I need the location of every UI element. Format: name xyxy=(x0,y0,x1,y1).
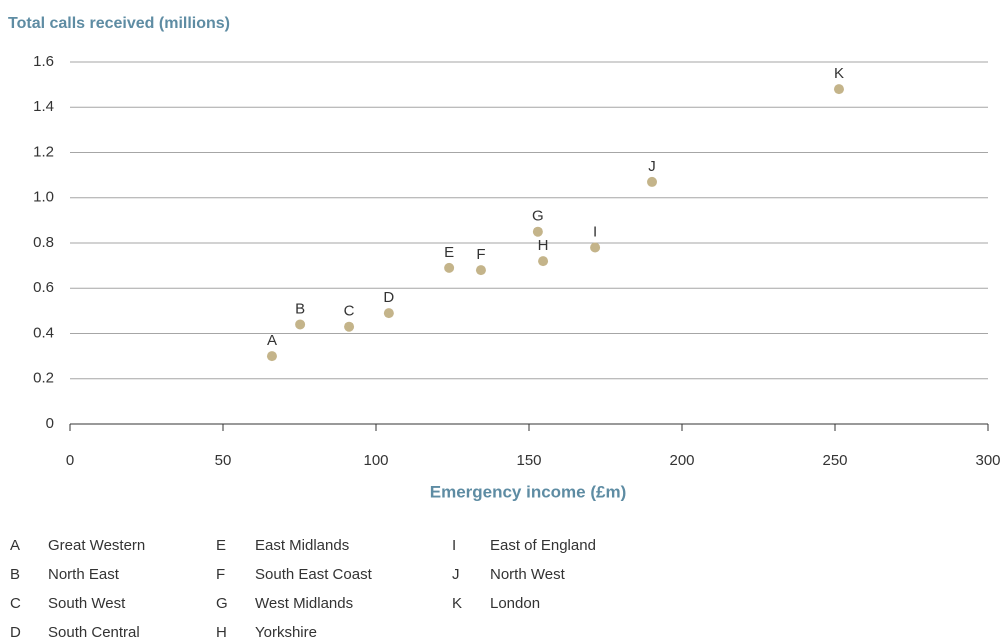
x-tick-label: 150 xyxy=(516,452,541,469)
y-tick-label: 1.6 xyxy=(33,53,54,70)
point-label: B xyxy=(295,300,305,317)
x-axis-label: Emergency income (£m) xyxy=(430,482,627,501)
y-tick-label: 0.4 xyxy=(33,324,54,341)
key-letter: F xyxy=(216,566,225,583)
y-tick-label: 1.2 xyxy=(33,143,54,160)
key-letter: J xyxy=(452,566,460,583)
key-name: East of England xyxy=(490,537,596,554)
key-name: South West xyxy=(48,595,126,612)
key-letter: H xyxy=(216,624,227,641)
key-letter: A xyxy=(10,537,20,554)
y-tick-label: 0.2 xyxy=(33,370,54,387)
key-name: Great Western xyxy=(48,537,145,554)
point xyxy=(833,84,844,95)
x-tick-label: 200 xyxy=(669,452,694,469)
point-label: K xyxy=(834,65,844,82)
point-label: J xyxy=(648,158,656,175)
point-label: G xyxy=(532,208,544,225)
x-tick-label: 300 xyxy=(975,452,1000,469)
x-tick-label: 100 xyxy=(363,452,388,469)
point xyxy=(538,256,549,267)
key-letter: I xyxy=(452,537,456,554)
x-tick-label: 250 xyxy=(822,452,847,469)
point-label: H xyxy=(538,237,549,254)
point xyxy=(295,319,306,330)
key-name: South Central xyxy=(48,624,140,641)
point-label: E xyxy=(444,244,454,261)
key-letter: E xyxy=(216,537,226,554)
key-name: West Midlands xyxy=(255,595,353,612)
point xyxy=(383,308,394,319)
key-letter: B xyxy=(10,566,20,583)
key-name: South East Coast xyxy=(255,566,373,583)
key-letter: K xyxy=(452,595,462,612)
point xyxy=(344,321,355,332)
key-name: North West xyxy=(490,566,566,583)
x-tick-label: 50 xyxy=(215,452,232,469)
key-letter: C xyxy=(10,595,21,612)
y-tick-label: 0.6 xyxy=(33,279,54,296)
key-name: Yorkshire xyxy=(255,624,317,641)
point xyxy=(590,242,601,253)
point xyxy=(532,226,543,237)
point-label: I xyxy=(593,223,597,240)
key-name: North East xyxy=(48,566,120,583)
y-tick-label: 1.4 xyxy=(33,98,54,115)
y-tick-label: 1.0 xyxy=(33,189,54,206)
point xyxy=(444,262,455,273)
point xyxy=(266,351,277,362)
key-letter: G xyxy=(216,595,228,612)
point-label: C xyxy=(344,303,355,320)
key-name: East Midlands xyxy=(255,537,349,554)
chart-title: Total calls received (millions) xyxy=(8,15,230,32)
point xyxy=(647,176,658,187)
key-letter: D xyxy=(10,624,21,641)
x-tick-label: 0 xyxy=(66,452,74,469)
y-tick-label: 0.8 xyxy=(33,234,54,251)
point-label: F xyxy=(476,246,485,263)
point-label: A xyxy=(267,332,277,349)
key-name: London xyxy=(490,595,540,612)
point-label: D xyxy=(383,289,394,306)
point xyxy=(475,265,486,276)
y-tick-label: 0 xyxy=(46,415,54,432)
